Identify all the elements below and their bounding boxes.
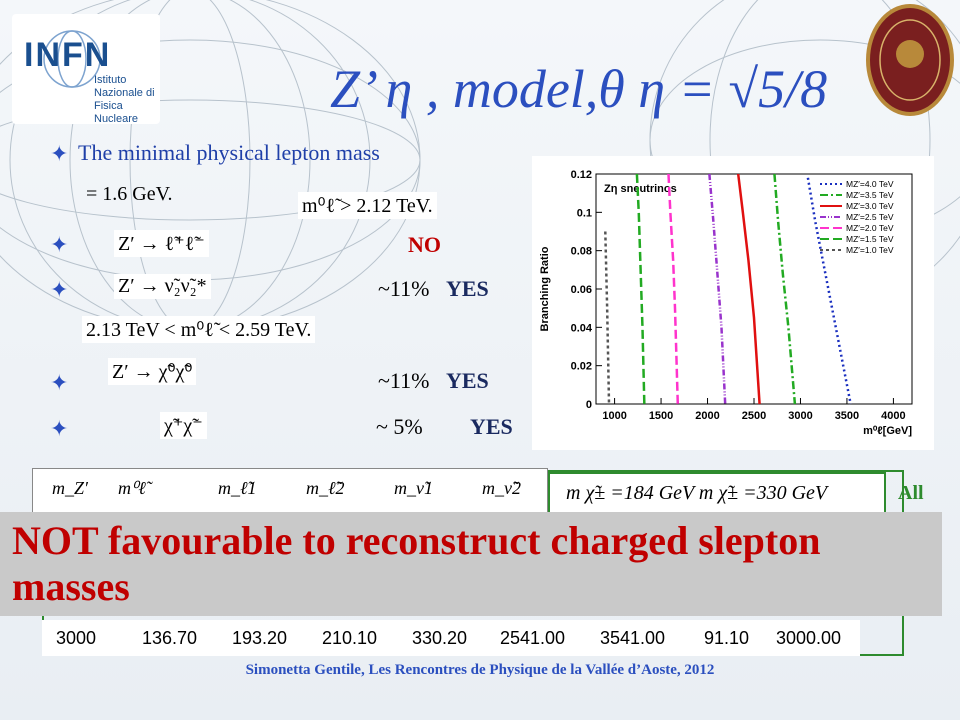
table-header-cell: m_ℓ̃2: [306, 478, 345, 498]
legend-entry: MZ′=1.0 TeV: [846, 245, 894, 255]
legend-entry: MZ′=3.0 TeV: [846, 201, 894, 211]
branching-ratio-chart: 1000 1500 2000 2500 3000 3500 4000 0 0.02 0.04 0.0…: [532, 156, 934, 450]
warning-banner-text: NOT favourable to reconstruct charged sl…: [12, 518, 821, 609]
table-cell: 210.10: [322, 628, 378, 648]
x-tick-label: 3000: [788, 410, 812, 422]
chart-title: Zη sneutrinos: [604, 183, 677, 195]
bullet-4-percent: ~11%: [378, 368, 430, 393]
x-tick-label: 1000: [602, 410, 626, 422]
y-tick-label: 0.02: [571, 361, 592, 373]
bullet-1-text: The minimal physical lepton mass: [78, 140, 380, 165]
bullet-5-percent: ~ 5%: [376, 414, 423, 439]
chargino-mass-text: m χ̃± =184 GeV m χ̃± =330 GeV: [566, 482, 828, 504]
legend-entry: MZ′=4.0 TeV: [846, 179, 894, 189]
table-cell: 330.20: [412, 628, 468, 648]
infn-logo-graphic: [43, 30, 101, 88]
x-tick-label: 2000: [695, 410, 719, 422]
series-line: [667, 173, 680, 405]
y-tick-label: 0.1: [577, 207, 592, 219]
table-header-cell: m⁰ℓ̃: [118, 478, 146, 498]
y-tick-label: 0.04: [571, 322, 593, 334]
bullet-2-result: NO: [408, 232, 441, 257]
infn-logo-text: INFN: [24, 36, 112, 74]
y-tick-label: 0.12: [571, 169, 592, 181]
table-header-cell: m_ℓ̃1: [218, 478, 257, 498]
all-label: All: [898, 482, 924, 504]
bullet-5-result: YES: [470, 414, 513, 439]
bullet-1-formula: m⁰ℓ̃ > 2.12 TeV.: [298, 192, 437, 219]
series-line: [773, 173, 797, 405]
bullet-1-equation: = 1.6 GeV.: [86, 183, 173, 205]
bullet-3-result: YES: [446, 276, 489, 301]
table-cell: 3000.00: [776, 628, 842, 648]
series-line: [635, 173, 646, 405]
series-line: [604, 231, 611, 405]
warning-banner: NOT favourable to reconstruct charged sl…: [0, 512, 942, 616]
bullet-3-formula: Z′ → ν̃₂ν̃₂*: [114, 274, 211, 299]
slide-title: Z’ η , model,θ η = √5/8: [330, 59, 828, 119]
infn-logo-subtitle: Istituto Nazionale di Fisica Nucleare: [94, 74, 155, 125]
bullet-2-formula: Z′ → ℓ̃⁺ℓ̃⁻: [114, 230, 209, 257]
series-line: [806, 177, 852, 405]
bullet-star-icon: ✦: [50, 232, 69, 257]
mass-table-row: [42, 620, 860, 656]
bullet-star-icon: ✦: [50, 141, 69, 166]
x-tick-label: 1500: [649, 410, 673, 422]
footer-citation: Simonetta Gentile, Les Rencontres de Phy…: [245, 662, 715, 678]
series-line: [708, 173, 727, 405]
table-cell: 2541.00: [500, 628, 566, 648]
legend-entry: MZ′=2.5 TeV: [846, 212, 894, 222]
table-cell: 193.20: [232, 628, 288, 648]
chargino-mass-box: m χ̃± =184 GeV m χ̃± =330 GeV: [548, 472, 886, 516]
y-axis-label: Branching Ratio: [539, 246, 551, 331]
legend-entry: MZ′=1.5 TeV: [846, 234, 894, 244]
x-axis-label: m⁰ℓ[GeV]: [863, 425, 912, 437]
x-tick-label: 4000: [881, 410, 905, 422]
bullet-star-icon: ✦: [50, 277, 69, 302]
bullet-3-range: 2.13 TeV < m⁰ℓ̃ < 2.59 TeV.: [82, 316, 316, 343]
table-header-cell: m_ν̃2: [482, 478, 521, 498]
x-tick-label: 2500: [742, 410, 766, 422]
university-seal: [866, 4, 954, 116]
bullet-3-percent: ~11%: [378, 276, 430, 301]
bullet-4-formula: Z′ → χ̃⁰χ̃⁰: [108, 358, 197, 385]
chart-svg: 1000 1500 2000 2500 3000 3500 4000 0 0.02 0.04 0.0…: [539, 169, 913, 437]
mass-table-header: [32, 468, 548, 514]
legend-entry: MZ′=2.0 TeV: [846, 223, 894, 233]
table-cell: 3541.00: [600, 628, 666, 648]
table-cell: 136.70: [142, 628, 198, 648]
table-header-cell: m_Z′: [52, 478, 88, 498]
y-tick-label: 0.06: [571, 284, 592, 296]
bullet-star-icon: ✦: [50, 370, 69, 395]
table-cell: 3000: [56, 628, 97, 648]
infn-logo: INFN Istituto Nazionale di Fisica Nuclea…: [12, 14, 160, 125]
bullet-star-icon: ✦: [50, 416, 69, 441]
bullet-5-formula: χ̃⁺χ̃⁻: [160, 412, 207, 439]
bullet-4-result: YES: [446, 368, 489, 393]
table-header-cell: m_ν̃1: [394, 478, 433, 498]
y-tick-label: 0.08: [571, 246, 592, 258]
series-line: [736, 173, 761, 405]
table-cell: 91.10: [704, 628, 750, 648]
legend-entry: MZ′=3.5 TeV: [846, 190, 894, 200]
y-tick-label: 0: [586, 399, 592, 411]
x-tick-label: 3500: [835, 410, 859, 422]
